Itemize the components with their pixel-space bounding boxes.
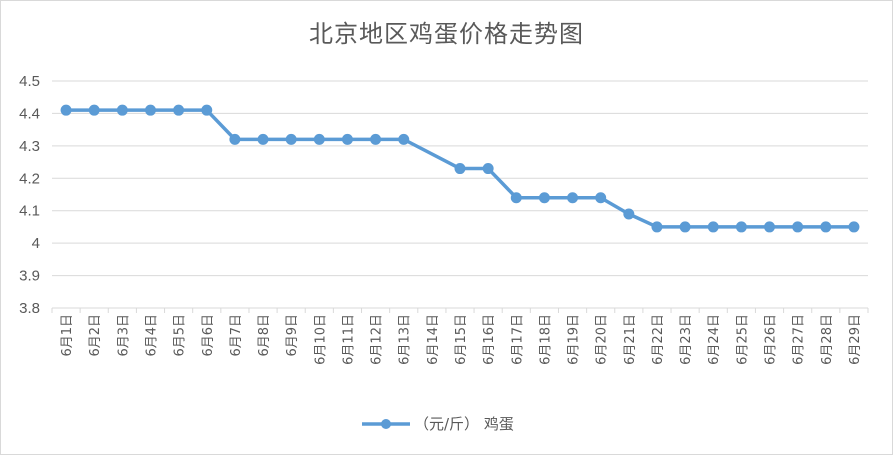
x-tick-label: 6月10日 <box>313 314 328 365</box>
data-point <box>820 221 832 233</box>
data-point <box>370 133 382 145</box>
data-point <box>679 221 691 233</box>
legend-marker <box>381 419 391 429</box>
y-tick-label: 4.1 <box>19 203 40 220</box>
x-tick-label: 6月22日 <box>651 314 666 365</box>
x-tick-label: 6月24日 <box>707 314 722 365</box>
x-tick-label: 6月28日 <box>820 314 835 365</box>
x-tick-label: 6月5日 <box>173 314 188 357</box>
data-point <box>764 221 776 233</box>
data-point <box>229 133 241 145</box>
x-tick-label: 6月25日 <box>735 314 750 365</box>
data-point <box>595 192 607 204</box>
x-tick-label: 6月23日 <box>679 314 694 365</box>
x-tick-label: 6月14日 <box>426 314 441 365</box>
x-tick-label: 6月2日 <box>88 314 103 357</box>
legend-label: （元/斤） 鸡蛋 <box>414 415 514 433</box>
x-tick-label: 6月15日 <box>454 314 469 365</box>
x-tick-label: 6月3日 <box>116 314 131 357</box>
y-tick-label: 3.8 <box>19 300 40 317</box>
data-point <box>567 192 579 204</box>
x-tick-label: 6月12日 <box>370 314 385 365</box>
data-point <box>623 208 635 220</box>
data-point <box>398 133 410 145</box>
data-point <box>257 133 269 145</box>
x-tick-label: 6月13日 <box>398 314 413 365</box>
data-point <box>735 221 747 233</box>
data-point <box>510 192 522 204</box>
x-tick-label: 6月19日 <box>567 314 582 365</box>
y-tick-label: 4.4 <box>19 105 40 122</box>
x-tick-label: 6月29日 <box>848 314 863 365</box>
data-point <box>651 221 663 233</box>
x-tick-label: 6月16日 <box>482 314 497 365</box>
x-tick-label: 6月18日 <box>538 314 553 365</box>
y-tick-label: 4.5 <box>19 73 40 90</box>
data-point <box>144 104 156 116</box>
data-point <box>792 221 804 233</box>
data-point <box>285 133 297 145</box>
x-tick-label: 6月20日 <box>595 314 610 365</box>
data-point <box>454 163 466 175</box>
x-tick-label: 6月6日 <box>201 314 216 357</box>
x-tick-label: 6月9日 <box>285 314 300 357</box>
x-axis: 6月1日 6月2日 6月3日 6月4日 6月5日 6月6日 6月7日 6月8日 6月9日 6月10… <box>51 307 869 365</box>
data-point <box>313 133 325 145</box>
x-tick-label: 6月27日 <box>792 314 807 365</box>
legend: （元/斤） 鸡蛋 <box>362 415 514 433</box>
data-point <box>848 221 860 233</box>
x-tick-label: 6月26日 <box>764 314 779 365</box>
data-point <box>88 104 100 116</box>
x-tick-label: 6月7日 <box>229 314 244 357</box>
y-tick-label: 4.2 <box>19 170 40 187</box>
data-point <box>341 133 353 145</box>
x-tick-label: 6月4日 <box>144 314 159 357</box>
data-point <box>482 163 494 175</box>
series-line <box>66 108 854 229</box>
data-point <box>707 221 719 233</box>
y-tick-label: 4.3 <box>19 138 40 155</box>
y-axis: 3.8 3.9 4 4.1 4.2 4.3 4.4 4.5 <box>19 73 40 317</box>
x-tick-label: 6月8日 <box>257 314 272 357</box>
y-tick-label: 4 <box>32 235 40 252</box>
gridlines <box>52 80 868 309</box>
data-point <box>60 104 72 116</box>
x-tick-label: 6月11日 <box>341 314 356 365</box>
data-point <box>116 104 128 116</box>
data-point <box>201 104 213 116</box>
y-tick-label: 3.9 <box>19 268 40 285</box>
x-tick-label: 6月21日 <box>623 314 638 365</box>
chart-title: 北京地区鸡蛋价格走势图 <box>309 20 584 48</box>
x-tick-label: 6月17日 <box>510 314 525 365</box>
series-egg-price <box>60 104 860 233</box>
x-tick-label: 6月1日 <box>60 314 75 357</box>
data-point <box>538 192 550 204</box>
data-point <box>173 104 185 116</box>
